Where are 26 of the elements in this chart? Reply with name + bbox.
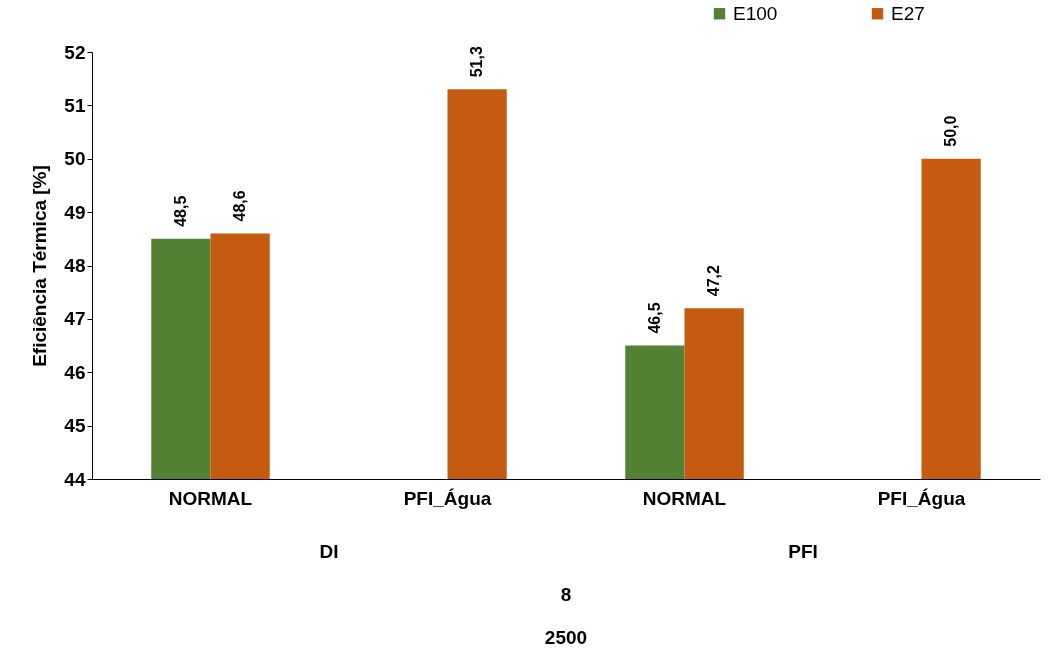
legend-label: E100 xyxy=(733,2,778,24)
data-label: 47,2 xyxy=(705,264,723,297)
y-tick-label: 51 xyxy=(64,94,86,116)
text: 8 xyxy=(560,584,572,605)
y-tick-label: 46 xyxy=(64,361,86,383)
x-tick-label: NORMAL xyxy=(642,487,727,509)
legend-label: E27 xyxy=(891,2,925,24)
data-label: 50,0 xyxy=(942,115,960,147)
y-tick-label: 47 xyxy=(64,308,86,330)
text: PFI xyxy=(788,541,818,562)
y-tick-label: 52 xyxy=(64,41,86,63)
x-tick-label: PFI_Água xyxy=(403,487,492,509)
data-label: 48,6 xyxy=(231,190,249,222)
y-axis-title: Eficiência Térmica [%] xyxy=(29,165,51,367)
y-tick-label: 44 xyxy=(64,468,86,490)
y-tick-label: 50 xyxy=(64,148,86,170)
x-tick-label: NORMAL xyxy=(168,487,253,509)
text: DI xyxy=(319,541,339,562)
data-label: 46,5 xyxy=(645,302,663,334)
text: 2500 xyxy=(544,627,588,648)
data-label: 51,3 xyxy=(468,46,486,78)
y-tick-label: 45 xyxy=(64,415,86,437)
y-tick-label: 49 xyxy=(64,201,86,223)
data-label: 48,5 xyxy=(171,195,189,227)
x-tick-label: PFI_Água xyxy=(877,487,966,509)
y-tick-label: 48 xyxy=(64,255,86,276)
